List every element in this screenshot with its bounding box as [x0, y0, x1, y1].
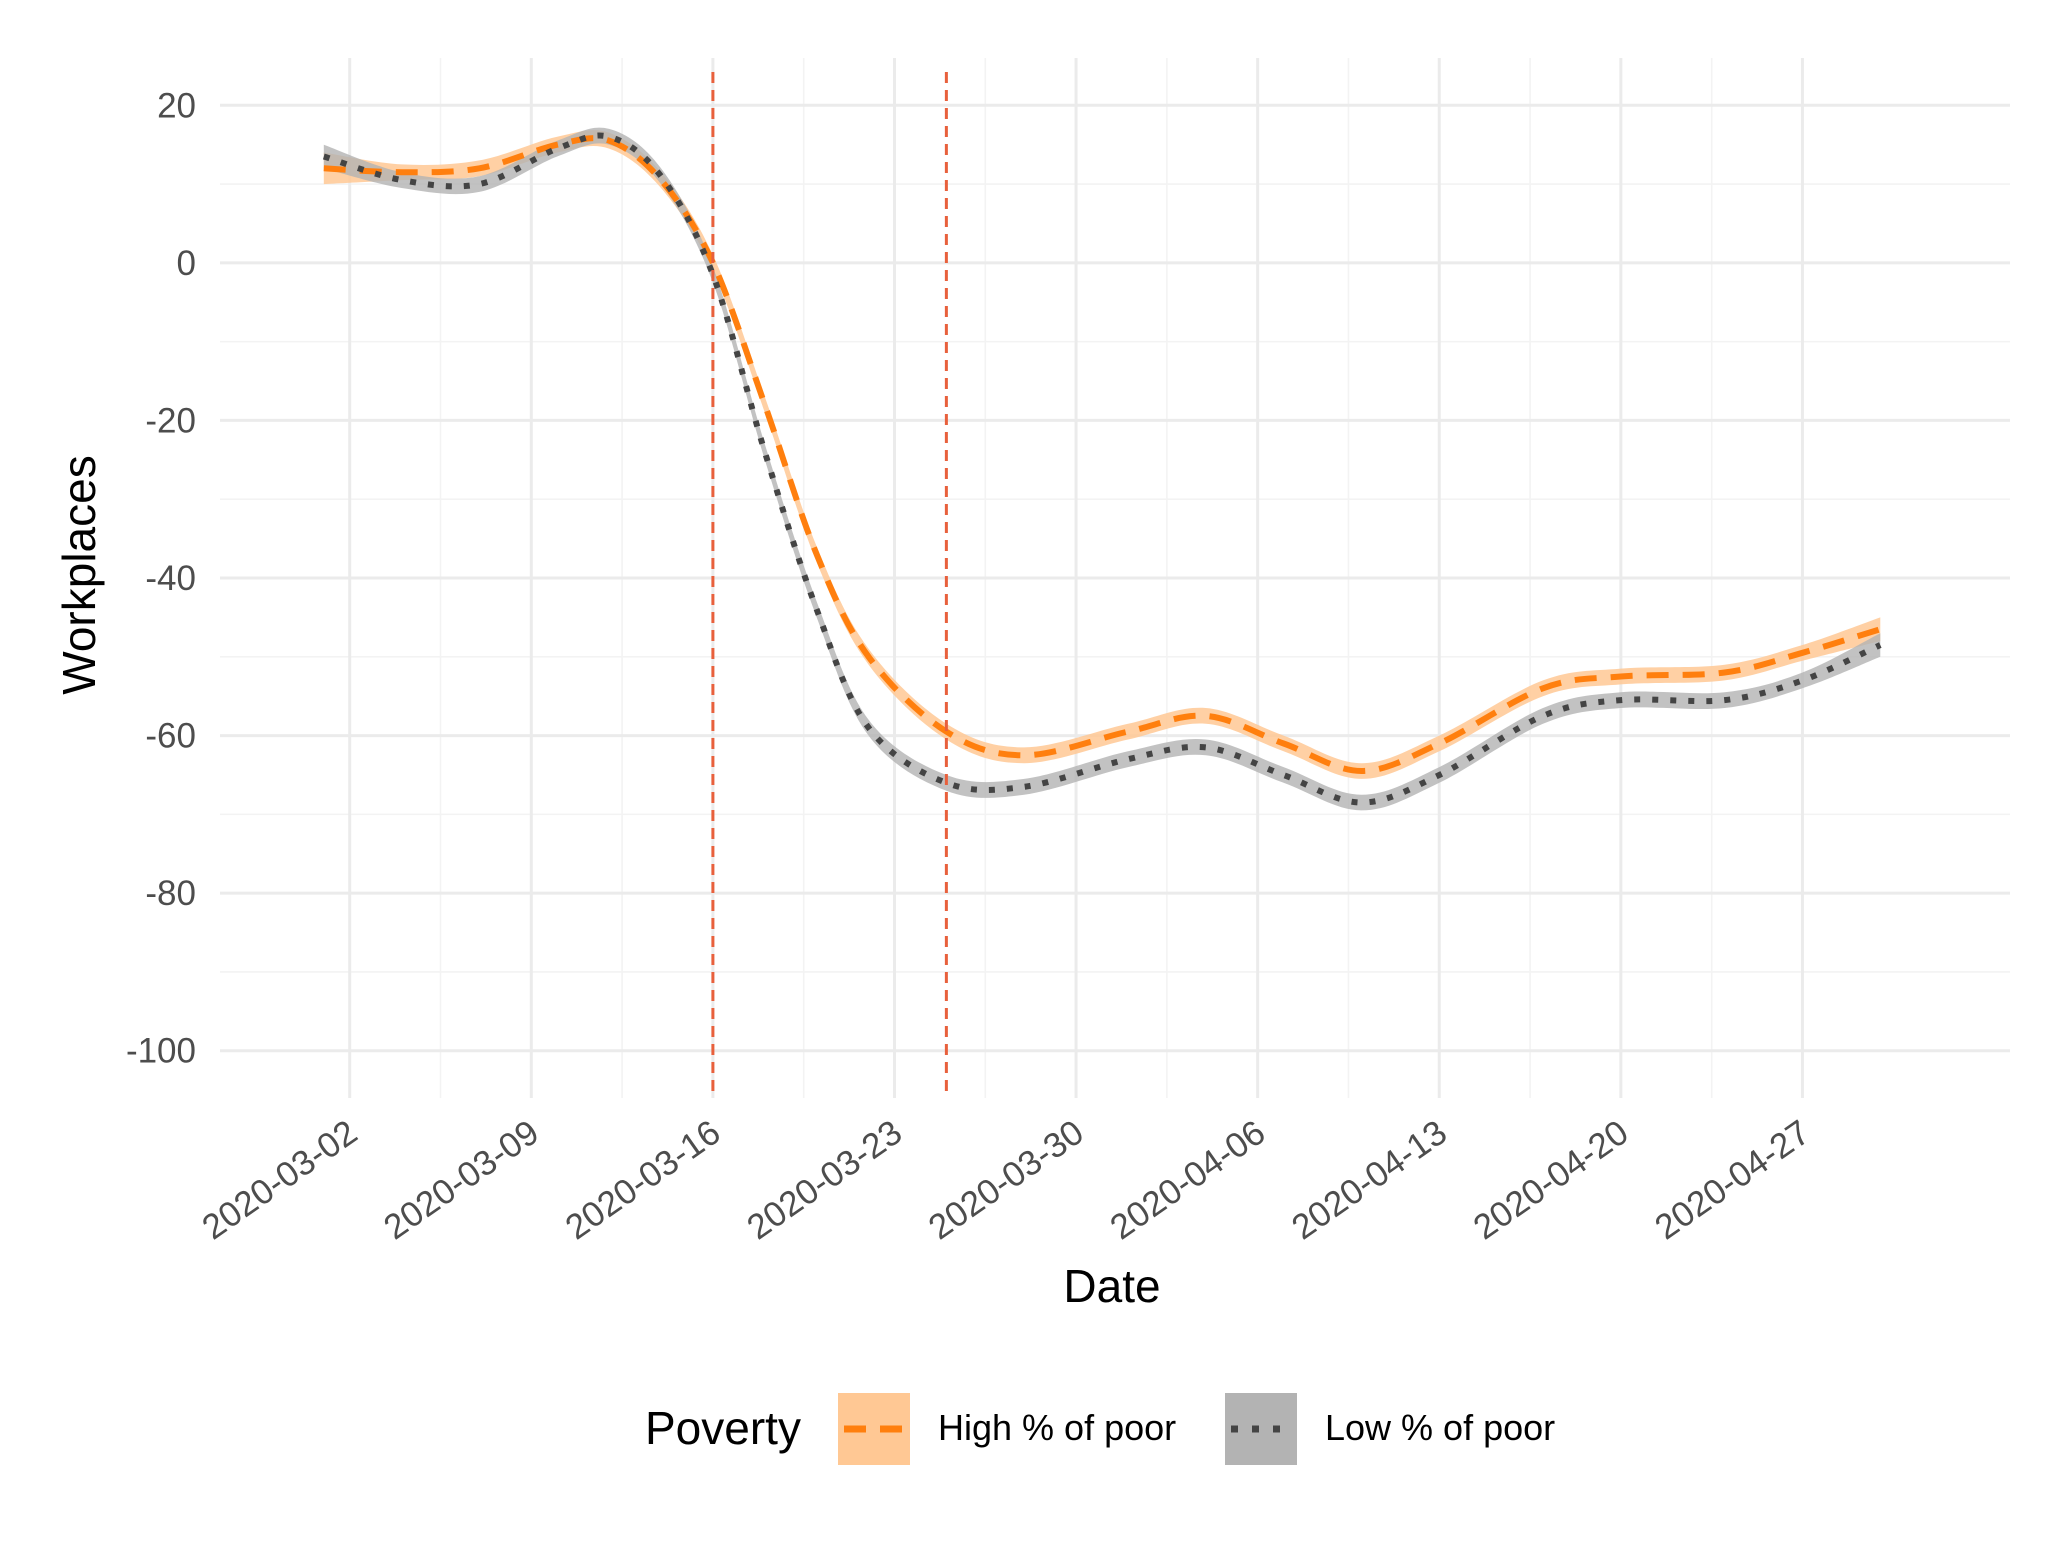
confidence-band-layer — [323, 127, 1881, 811]
x-tick-label: 2020-04-06 — [1103, 1113, 1272, 1248]
legend-label-low-poverty: Low % of poor — [1325, 1407, 1555, 1448]
x-tick-label: 2020-04-27 — [1648, 1113, 1817, 1248]
series-line-high-poverty — [323, 135, 1882, 775]
legend: Poverty High % of poor Low % of poor — [645, 1393, 1555, 1465]
y-tick-label: -20 — [145, 401, 196, 440]
legend-title: Poverty — [645, 1402, 801, 1454]
y-tick-label: -40 — [145, 559, 196, 598]
y-tick-label: 20 — [157, 86, 196, 125]
legend-key-low-poverty — [1225, 1393, 1297, 1465]
x-tick-label: 2020-03-02 — [195, 1113, 364, 1248]
series-line-layer — [322, 132, 1882, 806]
reference-line-layer — [711, 72, 948, 1098]
x-tick-label: 2020-04-13 — [1285, 1113, 1454, 1248]
x-tick-label: 2020-03-16 — [558, 1113, 727, 1248]
confidence-band-high-poverty — [323, 130, 1881, 779]
series-line-low-poverty — [322, 132, 1882, 806]
y-tick-label: -60 — [145, 717, 196, 756]
x-tick-label: 2020-04-20 — [1466, 1113, 1635, 1248]
legend-label-high-poverty: High % of poor — [938, 1407, 1176, 1448]
x-tick-label: 2020-03-23 — [740, 1113, 909, 1248]
confidence-band-low-poverty — [323, 127, 1881, 811]
y-tick-label: -80 — [145, 874, 196, 913]
y-tick-label: -100 — [126, 1032, 196, 1071]
x-axis-title: Date — [1063, 1260, 1160, 1312]
y-axis-title: Workplaces — [53, 455, 105, 694]
y-tick-label: 0 — [177, 244, 196, 283]
x-tick-label: 2020-03-30 — [922, 1113, 1091, 1248]
legend-key-high-poverty — [838, 1393, 910, 1465]
x-tick-label: 2020-03-09 — [377, 1113, 546, 1248]
grid-layer — [220, 58, 2010, 1098]
